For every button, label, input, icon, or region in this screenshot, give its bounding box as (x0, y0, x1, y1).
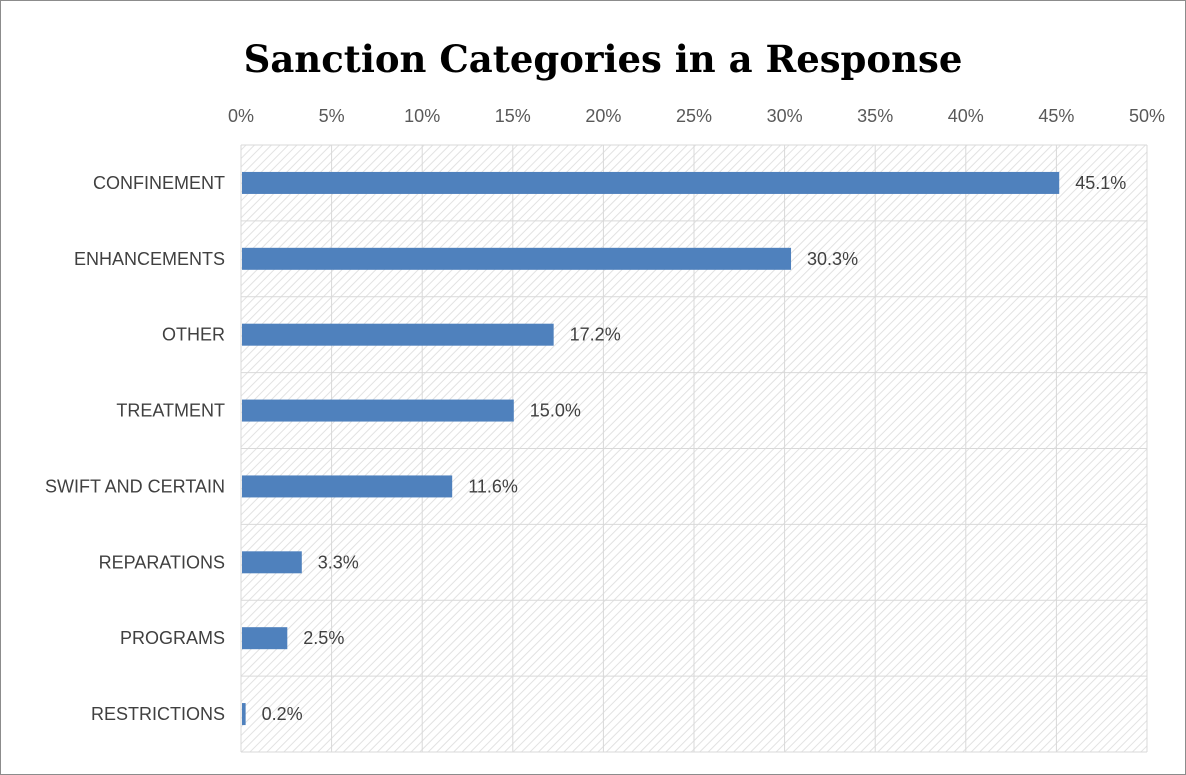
data-label: 17.2% (570, 325, 621, 345)
data-label: 11.6% (468, 476, 518, 496)
x-tick-label: 45% (1038, 106, 1074, 126)
data-label: 45.1% (1075, 173, 1126, 193)
data-label: 30.3% (807, 249, 858, 269)
data-label: 3.3% (318, 552, 359, 572)
category-label: CONFINEMENT (93, 173, 225, 193)
gridlines (240, 144, 1148, 753)
x-tick-label: 30% (767, 106, 803, 126)
bar (242, 475, 453, 498)
x-tick-label: 25% (676, 106, 712, 126)
y-axis-categories: CONFINEMENT ENHANCEMENTS OTHER TREATMENT SWI… (45, 173, 225, 724)
x-tick-label: 50% (1129, 106, 1165, 126)
x-tick-label: 15% (495, 106, 531, 126)
x-tick-label: 10% (404, 106, 440, 126)
x-tick-label: 20% (585, 106, 621, 126)
bars (242, 171, 1060, 726)
data-label: 0.2% (262, 704, 303, 724)
bar (242, 399, 514, 422)
x-tick-label: 5% (319, 106, 345, 126)
x-tick-label: 35% (857, 106, 893, 126)
category-label: ENHANCEMENTS (74, 249, 225, 269)
data-label: 15.0% (530, 401, 581, 421)
x-axis-ticks: 0% 5% 10% 15% 20% 25% 30% 35% 40% 45% 50% (228, 106, 1165, 126)
category-label: SWIFT AND CERTAIN (45, 476, 225, 496)
data-labels: 45.1% 30.3% 17.2% 15.0% 11.6% 3.3% 2.5% 0.2% (262, 173, 1127, 724)
category-label: REPARATIONS (99, 552, 225, 572)
bar (242, 551, 302, 574)
category-label: OTHER (162, 325, 225, 345)
chart-title: Sanction Categories in a Response (244, 37, 963, 81)
category-label: TREATMENT (116, 401, 225, 421)
bar (242, 627, 288, 650)
x-tick-label: 0% (228, 106, 254, 126)
bar (242, 247, 792, 270)
category-label: RESTRICTIONS (91, 704, 225, 724)
bar (242, 703, 246, 726)
bar (242, 171, 1060, 194)
category-label: PROGRAMS (120, 628, 225, 648)
bar (242, 323, 554, 346)
data-label: 2.5% (303, 628, 344, 648)
x-tick-label: 40% (948, 106, 984, 126)
